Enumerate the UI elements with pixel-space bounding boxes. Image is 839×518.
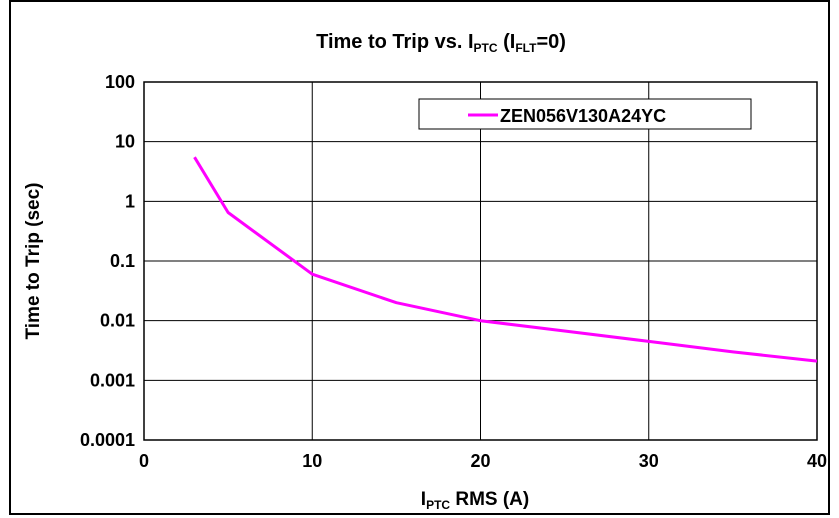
- legend-label: ZEN056V130A24YC: [500, 106, 666, 126]
- y-axis-label: Time to Trip (sec): [23, 183, 44, 340]
- series-layer: [193, 156, 818, 363]
- x-tick-label: 40: [807, 451, 827, 471]
- chart-frame: Time to Trip vs. IPTC (IFLT=0) 0 10 20 30 40…: [9, 0, 830, 515]
- series-line: [193, 156, 818, 363]
- y-tick-label: 10: [115, 132, 135, 152]
- y-tick-label: 0.1: [110, 251, 135, 271]
- y-tick-label: 0.01: [100, 311, 135, 331]
- x-tick-labels: 0 10 20 30 40: [139, 451, 827, 471]
- y-tick-labels: 100 10 1 0.1 0.01 0.001 0.0001: [80, 72, 135, 450]
- y-tick-label: 100: [105, 72, 135, 92]
- x-axis-label: IPTC RMS (A): [421, 489, 529, 512]
- x-tick-label: 10: [302, 451, 322, 471]
- x-tick-label: 20: [470, 451, 490, 471]
- y-tick-label: 0.0001: [80, 430, 135, 450]
- x-tick-label: 30: [639, 451, 659, 471]
- y-tick-label: 0.001: [90, 370, 135, 390]
- y-tick-label: 1: [125, 191, 135, 211]
- chart-title: Time to Trip vs. IPTC (IFLT=0): [316, 31, 566, 55]
- chart: Time to Trip vs. IPTC (IFLT=0) 0 10 20 30 40…: [23, 31, 827, 512]
- x-tick-label: 0: [139, 451, 149, 471]
- gridlines: [144, 82, 817, 440]
